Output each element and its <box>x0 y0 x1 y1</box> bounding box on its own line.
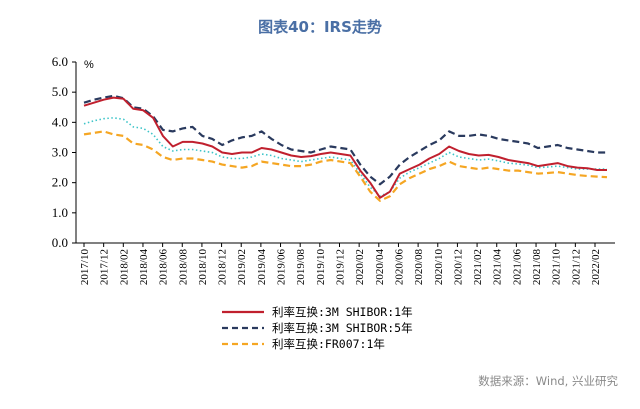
legend-label-0: 利率互换:3M SHIBOR:1年 <box>272 305 413 319</box>
chart-title: 图表40：IRS走势 <box>258 18 382 36</box>
x-tick-label: 2018/08 <box>177 249 189 286</box>
x-tick-label: 2018/06 <box>158 249 170 286</box>
x-tick-label: 2020/04 <box>374 249 386 286</box>
y-tick-label: 3.0 <box>52 145 68 160</box>
x-tick-label: 2019/04 <box>256 249 268 286</box>
x-tick-label: 2019/02 <box>236 249 248 285</box>
series-line-0 <box>83 96 607 199</box>
y-tick-label: 6.0 <box>52 54 68 69</box>
y-tick-label: 4.0 <box>52 114 68 129</box>
series-lines <box>83 94 608 202</box>
series-line-3 <box>83 117 607 197</box>
x-tick-label: 2021/04 <box>492 249 504 286</box>
y-tick-label: 2.0 <box>52 175 68 190</box>
x-tick-label: 2017/12 <box>99 249 111 285</box>
y-axis: 0.0 1.0 2.0 3.0 4.0 5.0 6.0 <box>52 54 77 250</box>
x-tick-label: 2020/12 <box>452 249 464 285</box>
x-tick-label: 2019/08 <box>295 249 307 286</box>
series-line-2 <box>83 130 608 202</box>
source-note: 数据来源：Wind, 兴业研究 <box>478 374 618 388</box>
x-tick-label: 2018/02 <box>118 249 130 285</box>
x-tick-label: 2021/08 <box>531 249 543 286</box>
x-tick-label: 2021/06 <box>511 249 523 286</box>
x-tick-label: 2019/10 <box>315 249 327 286</box>
x-tick-label: 2021/12 <box>570 249 582 285</box>
x-tick-label: 2022/02 <box>590 249 602 285</box>
x-tick-label: 2019/06 <box>276 249 288 286</box>
x-tick-label: 2020/10 <box>433 249 445 286</box>
y-tick-label: 0.0 <box>52 235 68 250</box>
x-tick-label: 2018/10 <box>197 249 209 286</box>
x-tick-label: 2021/02 <box>472 249 484 285</box>
x-tick-label: 2018/04 <box>138 249 150 286</box>
x-tick-label: 2020/08 <box>413 249 425 286</box>
x-tick-label: 2021/10 <box>551 249 563 286</box>
x-tick-label: 2017/10 <box>79 249 91 286</box>
x-tick-label: 2018/12 <box>217 249 229 285</box>
x-tick-label: 2020/02 <box>354 249 366 285</box>
x-axis: 2017/10 2017/12 2018/02 2018/04 2018/06 2018/… <box>76 242 615 286</box>
legend-label-1: 利率互换:3M SHIBOR:5年 <box>272 321 413 335</box>
x-tick-label: 2019/12 <box>335 249 347 285</box>
y-tick-label: 5.0 <box>52 84 68 99</box>
legend-label-2: 利率互换:FR007:1年 <box>272 337 385 351</box>
series-line-1 <box>83 94 607 186</box>
y-unit-label: % <box>84 59 94 71</box>
y-tick-label: 1.0 <box>52 205 68 220</box>
x-tick-label: 2020/06 <box>393 249 405 286</box>
